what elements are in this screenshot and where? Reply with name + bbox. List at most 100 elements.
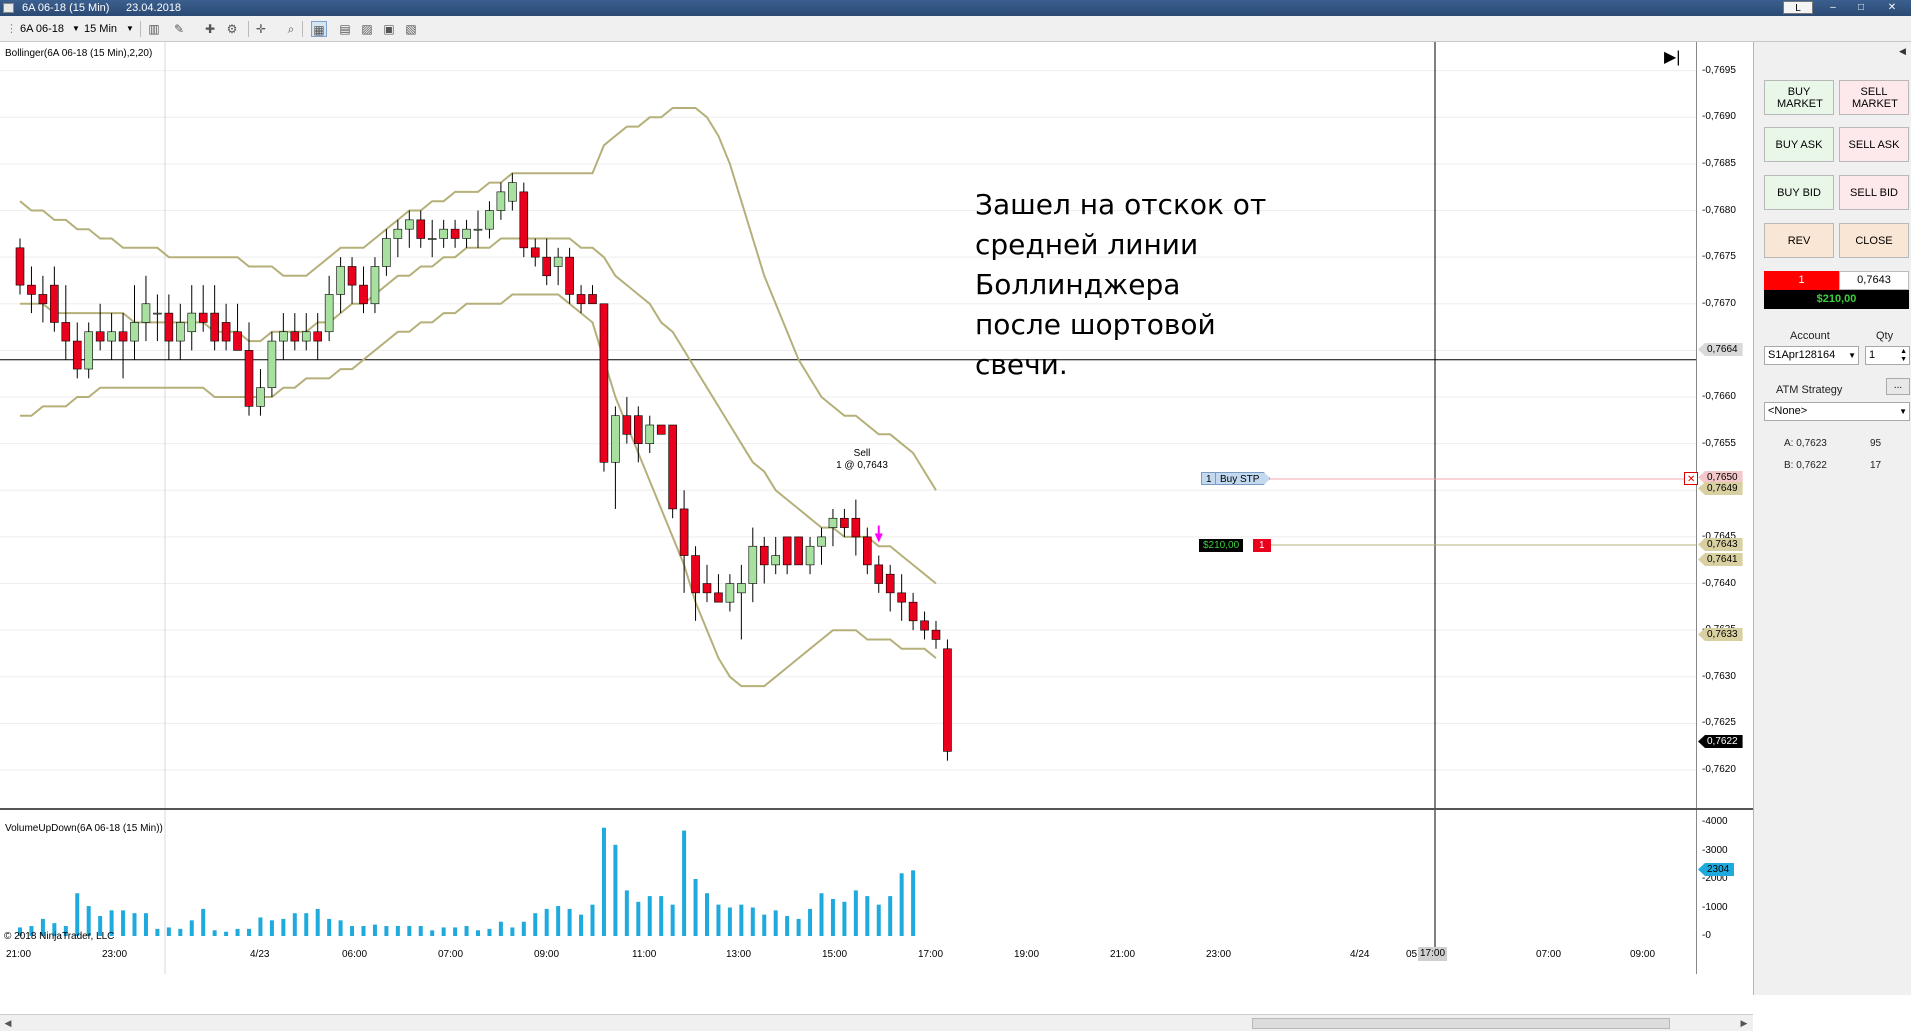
- time-tick-label: 23:00: [1206, 949, 1232, 960]
- panel-divider[interactable]: [0, 808, 1753, 810]
- candle-body: [599, 303, 609, 463]
- bid-price: B: 0,7622: [1784, 460, 1827, 471]
- position-pnl-tag: $210,00: [1199, 539, 1244, 552]
- price-tick-label: -0,7645: [1702, 530, 1736, 542]
- candle-body: [176, 322, 185, 342]
- annotation-line: после шортовой: [975, 308, 1216, 341]
- scroll-left-icon[interactable]: ◀: [4, 1018, 12, 1028]
- close-label: CLOSE: [1855, 234, 1893, 247]
- volume-bar: [453, 927, 458, 936]
- volume-bar: [166, 927, 171, 936]
- atm-strategy-select[interactable]: <None> ▼: [1764, 402, 1910, 421]
- draw-tool-icon[interactable]: ✎: [173, 22, 185, 36]
- add-indicator-icon[interactable]: ✚: [204, 22, 216, 36]
- volume-bar: [441, 927, 446, 936]
- stepper-arrows-icon[interactable]: ▲ ▼: [1900, 348, 1907, 363]
- stop-price-badge: 0,7650: [1698, 471, 1743, 484]
- scrollbar-thumb[interactable]: [1252, 1018, 1670, 1029]
- volume-bar: [372, 924, 377, 936]
- buy-bid-button[interactable]: BUY BID: [1764, 175, 1834, 210]
- middle-band-price-badge: 0,7633: [1698, 628, 1743, 641]
- toolbar-grip-icon: ⋮: [6, 23, 17, 35]
- price-tick-label: -0,7655: [1702, 437, 1736, 449]
- quantity-stepper[interactable]: 1 ▲ ▼: [1865, 346, 1910, 365]
- buy-market-label: BUY MARKET: [1777, 85, 1823, 110]
- link-button[interactable]: L: [1783, 1, 1813, 14]
- candle-body: [267, 340, 277, 389]
- chevron-down-icon[interactable]: ▼: [126, 24, 134, 33]
- candle-body: [679, 508, 689, 556]
- template-icon[interactable]: ▧: [405, 22, 417, 36]
- reverse-button[interactable]: REV: [1764, 223, 1834, 258]
- zoom-icon[interactable]: ⌕: [287, 22, 295, 36]
- account-label: Account: [1790, 330, 1830, 342]
- candle-body: [874, 564, 884, 584]
- interval-selector[interactable]: 15 Min: [84, 23, 118, 35]
- volume-bar: [773, 910, 778, 936]
- candle-body: [817, 536, 826, 547]
- horizontal-scrollbar[interactable]: ◀ ▶: [0, 1014, 1753, 1031]
- ask-size: 95: [1870, 438, 1882, 449]
- data-box-icon[interactable]: ▤: [339, 22, 351, 36]
- crosshair-icon[interactable]: ✛: [255, 22, 267, 36]
- sell-ask-button[interactable]: SELL ASK: [1839, 127, 1909, 162]
- minimize-button[interactable]: –: [1830, 2, 1836, 13]
- toolbar-divider: [302, 21, 303, 37]
- price-chart-canvas[interactable]: [0, 42, 1753, 974]
- position-price-badge: 0,7643: [1698, 538, 1743, 551]
- candle-body: [15, 247, 25, 286]
- instrument-selector[interactable]: 6A 06-18: [20, 23, 65, 35]
- volume-bar: [350, 926, 355, 936]
- buy-ask-button[interactable]: BUY ASK: [1764, 127, 1834, 162]
- strategies-icon[interactable]: ⚙: [226, 22, 238, 36]
- chevron-down-icon[interactable]: ▼: [72, 24, 80, 33]
- sell-market-button[interactable]: SELL MARKET: [1839, 80, 1909, 115]
- chart-trader-icon[interactable]: ▦: [311, 21, 327, 37]
- candle-body: [576, 294, 586, 305]
- candle-body: [920, 620, 929, 631]
- chevron-down-icon[interactable]: ▼: [1848, 351, 1856, 360]
- sell-bid-button[interactable]: SELL BID: [1839, 175, 1909, 210]
- window-title: 6A 06-18 (15 Min): [22, 2, 110, 14]
- time-tick-label: 11:00: [632, 949, 657, 960]
- candle-body: [141, 303, 151, 323]
- volume-bar: [647, 896, 652, 936]
- cancel-order-icon[interactable]: ✕: [1684, 472, 1699, 485]
- position-qty-tag[interactable]: 1: [1253, 539, 1271, 552]
- stop-order-qty[interactable]: 1: [1201, 472, 1217, 485]
- collapse-panel-icon[interactable]: ◀: [1899, 46, 1906, 56]
- toolbar-divider: [248, 21, 249, 37]
- candle-body: [382, 238, 391, 267]
- buy-market-button[interactable]: BUY MARKET: [1764, 80, 1834, 115]
- maximize-button[interactable]: □: [1857, 2, 1865, 13]
- volume-bar: [682, 830, 687, 936]
- candle-body: [279, 331, 288, 342]
- volume-bar: [178, 928, 183, 936]
- properties-icon[interactable]: ▨: [361, 22, 373, 36]
- playback-icon[interactable]: ▶|: [1664, 49, 1681, 66]
- volume-bar: [659, 896, 664, 936]
- scroll-right-icon[interactable]: ▶: [1740, 1018, 1748, 1028]
- volume-bar: [613, 844, 618, 936]
- volume-bar: [670, 904, 675, 936]
- candle-body: [393, 228, 403, 239]
- atm-strategy-button[interactable]: ...: [1886, 378, 1910, 395]
- candle-body: [221, 322, 231, 342]
- close-position-button[interactable]: CLOSE: [1839, 223, 1909, 258]
- volume-bar: [201, 908, 206, 936]
- position-average-price: 0,7643: [1839, 271, 1909, 290]
- chart-panel[interactable]: Bollinger(6A 06-18 (15 Min),2,20) Volume…: [0, 42, 1753, 1031]
- candle-body: [828, 517, 838, 528]
- volume-bar: [762, 914, 767, 936]
- close-window-button[interactable]: ✕: [1887, 2, 1897, 13]
- chevron-down-icon[interactable]: ▼: [1899, 407, 1907, 416]
- candle-body: [725, 583, 735, 603]
- volume-bar: [327, 918, 332, 936]
- snapshot-icon[interactable]: ▣: [383, 22, 395, 36]
- stop-order-tag[interactable]: Buy STP: [1215, 472, 1271, 485]
- bar-type-icon[interactable]: ▥: [148, 22, 160, 36]
- volume-bar: [865, 896, 870, 936]
- account-select[interactable]: S1Apr128164 ▼: [1764, 346, 1859, 365]
- volume-bar: [785, 916, 790, 936]
- volume-bar: [819, 893, 824, 936]
